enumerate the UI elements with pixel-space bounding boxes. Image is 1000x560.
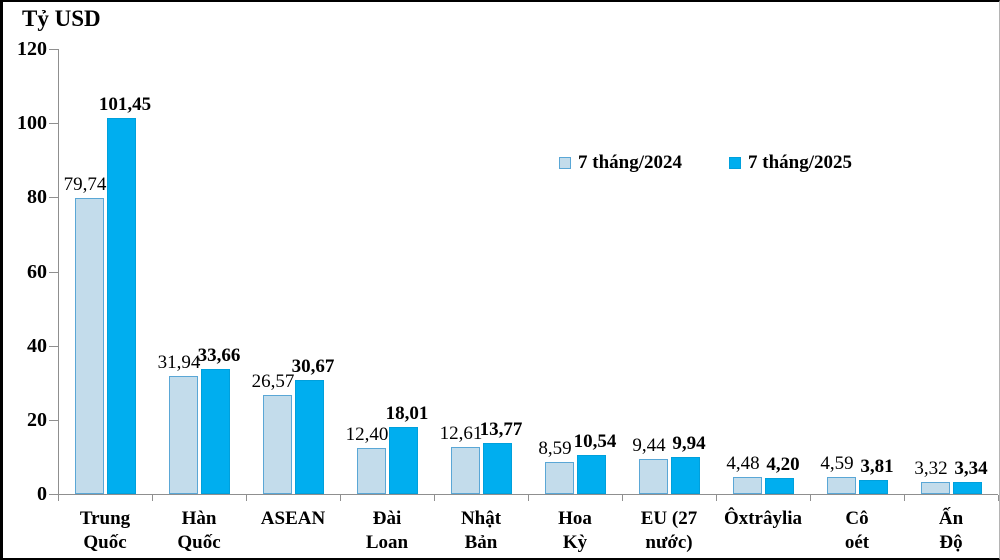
bar-2024-cat5 [544,462,574,494]
bar-2025-cat3 [388,427,418,494]
bar-2025-cat7 [764,478,794,494]
legend-label-2025: 7 tháng/2025 [748,152,852,173]
bar-2025-cat6 [670,457,700,494]
chart-title: Tỷ USD [22,6,101,31]
y-axis-tickmark [49,271,58,273]
bar-value-label: 12,40 [345,424,389,446]
bar-2025-cat8 [858,479,888,494]
legend-item-2025: 7 tháng/2025 [729,151,852,175]
legend-swatch-2024-icon [559,157,571,169]
bar-2024-cat4 [450,447,480,494]
y-axis-tickmark [49,49,58,50]
legend-item-2024: 7 tháng/2024 [559,151,682,175]
bar-value-label: 8,59 [538,438,572,460]
x-axis-category-label: Hàn Quốc [177,508,221,553]
bar-value-label: 13,77 [479,418,523,440]
bar-value-label: 3,32 [914,457,948,479]
y-axis-tick-label: 40 [27,334,47,357]
bar-2025-cat5 [576,454,606,494]
bar-value-label: 12,61 [439,423,483,445]
x-axis-tickmark [528,495,529,501]
bar-value-label: 4,59 [820,452,854,474]
y-axis-tick-label: 100 [17,112,47,135]
bar-2024-cat1 [168,375,198,494]
x-axis-category-label: ASEAN [260,508,326,529]
legend: 7 tháng/2024 7 tháng/2025 [559,151,852,175]
bar-value-label: 26,57 [251,371,295,393]
bar-value-label: 3,81 [860,455,894,477]
y-axis-tick-label: 20 [27,408,47,431]
bar-value-label: 10,54 [573,430,617,452]
bar-2024-cat8 [826,476,856,494]
x-axis-tickmark [58,495,59,501]
x-axis-tickmark [340,495,341,501]
bar-2024-cat3 [356,448,386,494]
bar-2025-cat1 [200,369,230,494]
y-axis-tickmark [49,197,58,199]
bar-value-label: 31,94 [157,351,201,373]
x-axis-category-label: Cô oét [844,508,870,553]
y-axis-tick-label: 80 [27,186,47,209]
y-axis-tick-label: 0 [37,483,47,505]
x-axis-category-label: Hoa Kỳ [558,508,592,553]
x-axis-category-label: Nhật Bản [460,508,502,553]
y-axis-tick-label: 120 [17,38,47,60]
bar-value-label: 4,48 [726,453,760,475]
x-axis-tickmark [246,495,247,501]
legend-label-2024: 7 tháng/2024 [578,152,682,173]
bar-value-label: 9,94 [672,433,706,455]
x-axis-category-label: EU (27 nước) [640,508,698,553]
bar-value-label: 33,66 [197,345,241,367]
y-axis-tickmark [49,494,58,495]
bar-value-label: 9,44 [632,434,666,456]
bar-2025-cat0 [106,117,136,494]
bar-2024-cat0 [74,198,104,494]
x-axis-category-label: Trung Quốc [79,508,131,553]
bar-2024-cat9 [920,481,950,494]
y-axis-tick-label: 60 [27,260,47,283]
bar-2025-cat9 [952,481,982,494]
bar-value-label: 4,20 [766,454,800,476]
x-axis-tickmark [810,495,811,501]
y-axis-line [58,49,59,494]
bar-value-label: 30,67 [291,356,335,378]
bar-2025-cat2 [294,380,324,494]
x-axis-category-label: Đài Loan [365,508,409,553]
x-axis-tickmark [152,495,153,501]
y-axis-tickmark [49,419,58,421]
x-axis-tickmark [622,495,623,501]
bar-2024-cat6 [638,458,668,494]
bar-value-label: 3,34 [954,457,988,479]
x-axis-tickmark [998,495,999,501]
bar-value-label: 18,01 [385,403,429,425]
y-axis-tickmark [49,345,58,347]
bar-value-label: 101,45 [98,93,152,115]
bar-2024-cat7 [732,477,762,494]
legend-swatch-2025-icon [729,157,741,169]
x-axis-category-label: Ấn Độ [938,508,964,553]
x-axis-line [58,494,998,495]
x-axis-category-label: Ôxtrâylia [723,508,803,529]
x-axis-tickmark [904,495,905,501]
bar-2025-cat4 [482,442,512,494]
x-axis-tickmark [716,495,717,501]
bar-value-label: 79,74 [63,174,107,196]
y-axis-tickmark [49,123,58,125]
bar-2024-cat2 [262,395,292,494]
x-axis-tickmark [434,495,435,501]
